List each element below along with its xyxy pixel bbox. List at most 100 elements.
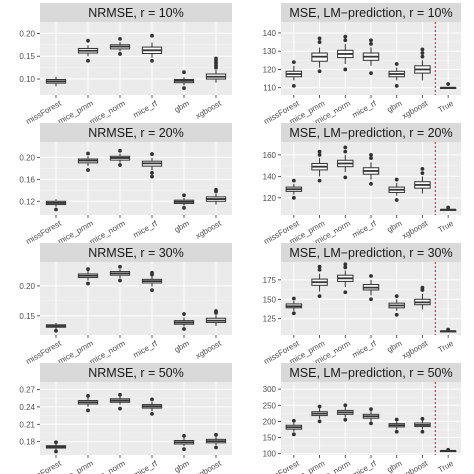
outlier-point (343, 417, 348, 422)
outlier-point (369, 38, 373, 43)
panel-title: NRMSE, r = 10% (88, 6, 184, 20)
outlier-point (150, 152, 154, 156)
outlier-point (343, 262, 348, 267)
box-mice_norm (337, 34, 354, 72)
y-tick-label: 0.27 (19, 386, 35, 395)
outlier-point (214, 445, 218, 450)
outlier-point (343, 403, 348, 408)
outlier-point (86, 168, 90, 172)
y-tick-label: 250 (263, 401, 277, 410)
outlier-point (446, 205, 451, 210)
outlier-point (369, 156, 373, 161)
box-mice_norm (337, 262, 354, 295)
box-xgboost (205, 56, 227, 83)
box-gbm (173, 70, 195, 91)
outlier-point (394, 198, 399, 202)
outlier-point (118, 163, 122, 167)
outlier-point (86, 151, 90, 156)
outlier-point (118, 406, 122, 411)
box-mice_norm (337, 145, 354, 180)
outlier-point (150, 170, 154, 175)
box-mice_pmm (77, 394, 99, 413)
outlier-point (54, 328, 58, 333)
outlier-point (86, 408, 90, 413)
box-mice_pmm (311, 36, 328, 74)
outlier-point (369, 71, 373, 75)
x-tick-label: mice_rf (132, 98, 160, 119)
outlier-point (118, 278, 122, 283)
outlier-point (182, 193, 186, 198)
outlier-point (343, 67, 348, 72)
box-gbm (388, 177, 405, 202)
box-True (439, 447, 457, 453)
x-tick-label: xgboost (194, 218, 223, 240)
outlier-point (86, 58, 90, 63)
y-tick-label: 140 (263, 172, 277, 181)
panel-3: NRMSE, r = 20%0.120.160.20missForestmice… (19, 123, 232, 246)
panel-2: MSE, LM−prediction, r = 10% 110 120 130 140 m… (262, 3, 461, 126)
outlier-point (182, 70, 186, 75)
x-tick-label: missForest (262, 458, 301, 474)
box-mice_norm (337, 403, 354, 422)
outlier-point (420, 429, 425, 434)
x-tick-label: missForest (24, 458, 63, 474)
box-True (439, 205, 457, 211)
box-missForest (45, 76, 67, 87)
box-gbm (173, 312, 195, 331)
strip-header (40, 243, 232, 262)
x-tick-label: mice_rf (351, 98, 379, 119)
outlier-point (54, 207, 58, 212)
x-tick-label: mice_rf (132, 338, 160, 359)
panel-title: MSE, LM−prediction, r = 50% (289, 366, 452, 380)
box-mice_pmm (311, 149, 328, 183)
x-tick-label: mice_rf (132, 218, 160, 239)
y-tick-label: 0.16 (19, 175, 35, 184)
outlier-point (54, 440, 58, 445)
outlier-point (118, 392, 122, 397)
outlier-point (317, 294, 322, 299)
box-gbm (388, 417, 405, 434)
y-tick-label: 0.12 (19, 197, 35, 206)
y-tick-label: 150 (263, 434, 277, 443)
panel-title: MSE, LM−prediction, r = 10% (289, 6, 452, 20)
x-tick-label: mice_norm (88, 99, 127, 127)
box-mice_rf (141, 33, 163, 63)
outlier-point (291, 418, 296, 423)
outlier-point (394, 312, 399, 317)
outlier-point (420, 47, 425, 52)
outlier-point (343, 149, 348, 154)
outlier-point (369, 297, 373, 302)
outlier-point (446, 82, 451, 86)
x-tick-label: gbm (173, 459, 191, 474)
panel-background (40, 262, 232, 335)
outlier-point (394, 429, 399, 434)
x-tick-label: xgboost (400, 458, 429, 474)
panel-title: MSE, LM−prediction, r = 20% (289, 126, 452, 140)
box-xgboost (414, 416, 431, 434)
outlier-point (343, 34, 348, 39)
strip-header (40, 123, 232, 142)
outlier-point (343, 290, 348, 295)
y-tick-label: 0.24 (19, 403, 35, 412)
outlier-point (369, 42, 373, 46)
outlier-point (317, 69, 322, 74)
outlier-point (86, 38, 90, 43)
y-tick-label: 120 (263, 194, 277, 203)
outlier-point (214, 309, 218, 313)
outlier-point (343, 38, 348, 43)
x-tick-label: xgboost (400, 98, 429, 120)
outlier-point (291, 195, 296, 200)
x-tick-label: mice_rf (132, 458, 160, 474)
box-mice_pmm (77, 267, 99, 286)
outlier-point (343, 265, 348, 270)
strip-header (40, 3, 232, 22)
y-tick-label: 200 (263, 417, 277, 426)
box-mice_pmm (311, 404, 328, 424)
outlier-point (420, 54, 425, 59)
panel-title: NRMSE, r = 50% (88, 366, 184, 380)
outlier-point (291, 432, 296, 437)
x-tick-label: xgboost (194, 338, 223, 360)
box-xgboost (414, 285, 431, 310)
strip-header (281, 243, 461, 262)
outlier-point (118, 52, 122, 56)
